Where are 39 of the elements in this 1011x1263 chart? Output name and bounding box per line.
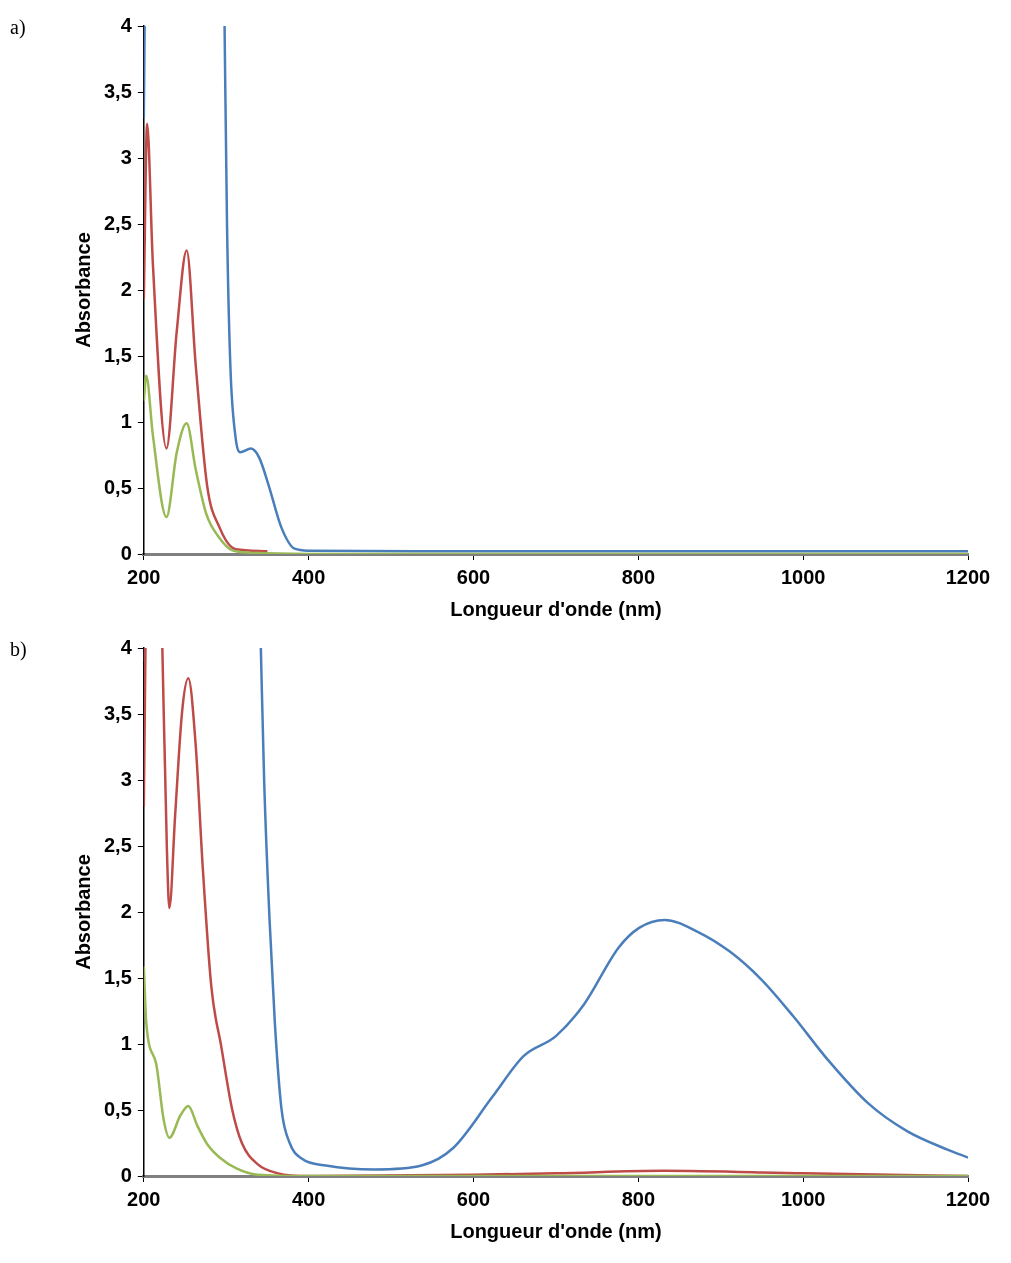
x-tick-label: 400 bbox=[291, 565, 326, 588]
y-tick-label: 0 bbox=[120, 541, 132, 564]
x-tick-label: 1000 bbox=[780, 1187, 826, 1210]
chart-title: b) bbox=[10, 638, 27, 661]
y-tick-label: 2,5 bbox=[103, 211, 132, 234]
line-series bbox=[143, 122, 269, 553]
y-axis-title: Absorbance bbox=[71, 232, 94, 348]
y-tick-label: 2 bbox=[120, 277, 132, 300]
x-axis-title: Longueur d'onde (nm) bbox=[450, 597, 662, 620]
y-tick-label: 3,5 bbox=[103, 79, 132, 102]
x-tick-label: 600 bbox=[456, 565, 491, 588]
x-tick-label: 200 bbox=[127, 565, 161, 588]
x-tick-label: 1200 bbox=[945, 1187, 991, 1210]
x-tick-label: 800 bbox=[621, 565, 656, 588]
x-tick-label: 200 bbox=[127, 1187, 161, 1210]
y-tick-label: 2 bbox=[120, 899, 132, 922]
x-axis-title: Longueur d'onde (nm) bbox=[450, 1219, 662, 1242]
y-tick-label: 3,5 bbox=[103, 701, 132, 724]
x-tick-label: 600 bbox=[456, 1187, 491, 1210]
chart-title: a) bbox=[10, 16, 26, 39]
x-tick-label: 400 bbox=[291, 1187, 326, 1210]
y-tick-label: 0,5 bbox=[103, 1097, 132, 1120]
y-tick-label: 4 bbox=[120, 13, 133, 36]
y-tick-label: 0,5 bbox=[103, 475, 132, 498]
x-tick-label: 1200 bbox=[945, 565, 991, 588]
y-tick-label: 3 bbox=[120, 767, 132, 790]
y-tick-label: 1,5 bbox=[103, 965, 132, 988]
y-tick-label: 4 bbox=[120, 635, 133, 658]
x-tick-label: 1000 bbox=[780, 565, 826, 588]
y-tick-label: 2,5 bbox=[103, 833, 132, 856]
y-tick-label: 1 bbox=[120, 409, 132, 432]
y-tick-label: 1 bbox=[120, 1031, 132, 1054]
x-tick-label: 800 bbox=[621, 1187, 656, 1210]
line-series bbox=[143, 374, 968, 554]
y-axis-title: Absorbance bbox=[71, 854, 94, 970]
y-tick-label: 3 bbox=[120, 145, 132, 168]
line-series bbox=[143, 964, 968, 1176]
y-tick-label: 1,5 bbox=[103, 343, 132, 366]
y-tick-label: 0 bbox=[120, 1163, 132, 1186]
